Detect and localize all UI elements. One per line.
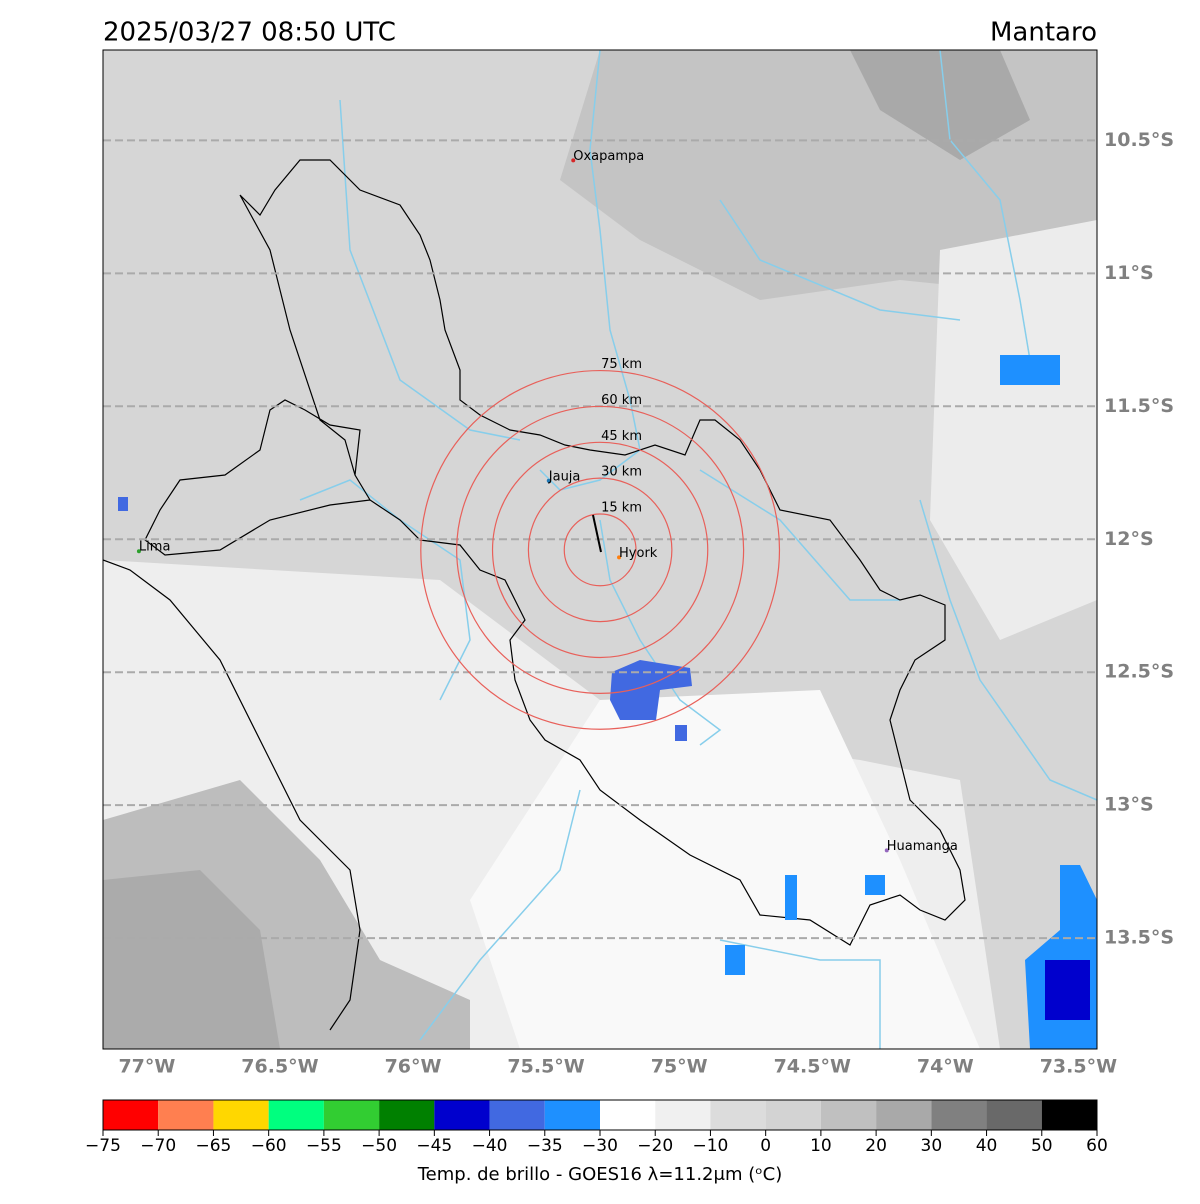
ring-label: 60 km bbox=[601, 393, 642, 408]
colorbar-tick-label: 60 bbox=[1086, 1136, 1108, 1156]
distance-ring bbox=[563, 513, 637, 587]
ring-label: 45 km bbox=[601, 429, 642, 444]
distance-ring bbox=[527, 477, 673, 623]
lon-label: 74°W bbox=[917, 1056, 974, 1078]
track-line bbox=[592, 514, 602, 553]
colorbar-bin bbox=[213, 1100, 269, 1130]
lat-label: 12°S bbox=[1104, 528, 1154, 550]
city-marker bbox=[546, 478, 551, 483]
colorbar-bin bbox=[544, 1100, 600, 1130]
colorbar-tick-label: −35 bbox=[527, 1136, 563, 1156]
cities: Oxapampa Jauja Hyork Lima Huamanga bbox=[136, 149, 958, 854]
colorbar-tick-label: 0 bbox=[760, 1136, 771, 1156]
city-label: Huamanga bbox=[887, 839, 958, 854]
city-label: Oxapampa bbox=[573, 149, 644, 164]
lon-label: 77°W bbox=[118, 1056, 175, 1078]
city-marker bbox=[617, 555, 622, 560]
colorbar-bin bbox=[1041, 1100, 1097, 1130]
colorbar-tick-label: −30 bbox=[582, 1136, 618, 1156]
colorbar-bin bbox=[379, 1100, 435, 1130]
colorbar-tick-label: 50 bbox=[1031, 1136, 1053, 1156]
colorbar-tick-label: −45 bbox=[416, 1136, 452, 1156]
cloud-shade bbox=[850, 50, 1030, 160]
colorbar-tick-label: −75 bbox=[85, 1136, 121, 1156]
colorbar-bin bbox=[820, 1100, 877, 1130]
city-label: Jauja bbox=[548, 469, 581, 484]
colorbar-bin bbox=[103, 1100, 159, 1130]
colorbar-bin bbox=[876, 1100, 932, 1130]
lat-label: 11.5°S bbox=[1104, 395, 1174, 417]
colorbar-tick-label: −60 bbox=[251, 1136, 287, 1156]
colorbar-bin bbox=[765, 1100, 821, 1130]
colorbar: −75 −70 −65 −60 −55 −50 −45 −40 −35 −30 −20 −10 0 10 2… bbox=[85, 1099, 1108, 1156]
lat-label: 13°S bbox=[1104, 794, 1154, 816]
colorbar-tick-label: −70 bbox=[140, 1136, 176, 1156]
lat-label: 11°S bbox=[1104, 262, 1154, 284]
colorbar-bin bbox=[655, 1100, 711, 1130]
lat-label: 10.5°S bbox=[1104, 129, 1174, 151]
cloud-shade bbox=[103, 870, 280, 1049]
lon-label: 76.5°W bbox=[241, 1056, 318, 1078]
lat-label: 13.5°S bbox=[1104, 927, 1174, 949]
colorbar-bin bbox=[600, 1100, 656, 1130]
colorbar-bin bbox=[323, 1100, 380, 1130]
city-label: Hyork bbox=[619, 546, 658, 561]
ring-label: 30 km bbox=[601, 465, 642, 480]
cloud-shade bbox=[930, 220, 1097, 640]
lon-label: 75.5°W bbox=[507, 1056, 584, 1078]
map-layer bbox=[103, 50, 1097, 1049]
colorbar-bin bbox=[434, 1100, 490, 1130]
city-marker bbox=[571, 158, 576, 163]
colorbar-tick-label: −55 bbox=[306, 1136, 342, 1156]
distance-ring bbox=[420, 369, 781, 730]
region-name: Mantaro bbox=[990, 18, 1097, 48]
lat-label: 12.5°S bbox=[1104, 661, 1174, 683]
colorbar-tick-label: 30 bbox=[921, 1136, 943, 1156]
colorbar-tick-label: 40 bbox=[976, 1136, 998, 1156]
city-marker bbox=[136, 549, 141, 554]
distance-rings: 15 km 30 km 45 km 60 km 75 km bbox=[420, 357, 781, 730]
coastline bbox=[103, 559, 361, 1031]
basin-outline bbox=[144, 159, 966, 946]
lon-label: 76°W bbox=[385, 1056, 442, 1078]
colorbar-tick-label: −40 bbox=[472, 1136, 508, 1156]
ring-label: 15 km bbox=[601, 501, 642, 516]
colorbar-tick-label: −50 bbox=[361, 1136, 397, 1156]
colorbar-tick-label: 20 bbox=[865, 1136, 887, 1156]
distance-ring bbox=[491, 441, 709, 659]
city-label: Lima bbox=[139, 540, 170, 555]
city-marker bbox=[884, 848, 889, 853]
title: 2025/03/27 08:50 UTC bbox=[103, 18, 396, 48]
lon-label: 73.5°W bbox=[1040, 1056, 1117, 1078]
colorbar-label: Temp. de brillo - GOES16 λ=11.2μm (ᵒC) bbox=[417, 1164, 783, 1185]
colorbar-bin bbox=[268, 1100, 324, 1130]
colorbar-tick-label: −65 bbox=[195, 1136, 231, 1156]
lon-label: 74.5°W bbox=[774, 1056, 851, 1078]
colorbar-bin bbox=[158, 1100, 214, 1130]
colorbar-bin bbox=[931, 1100, 987, 1130]
lon-label: 75°W bbox=[651, 1056, 708, 1078]
colorbar-tick-label: −10 bbox=[692, 1136, 728, 1156]
colorbar-tick-label: −20 bbox=[637, 1136, 673, 1156]
ring-label: 75 km bbox=[601, 357, 642, 372]
colorbar-bin bbox=[489, 1100, 545, 1130]
colorbar-bin bbox=[710, 1100, 766, 1130]
colorbar-bin bbox=[986, 1100, 1042, 1130]
map-frame bbox=[102, 49, 1098, 1050]
colorbar-tick-label: 10 bbox=[810, 1136, 832, 1156]
distance-ring bbox=[456, 405, 745, 694]
